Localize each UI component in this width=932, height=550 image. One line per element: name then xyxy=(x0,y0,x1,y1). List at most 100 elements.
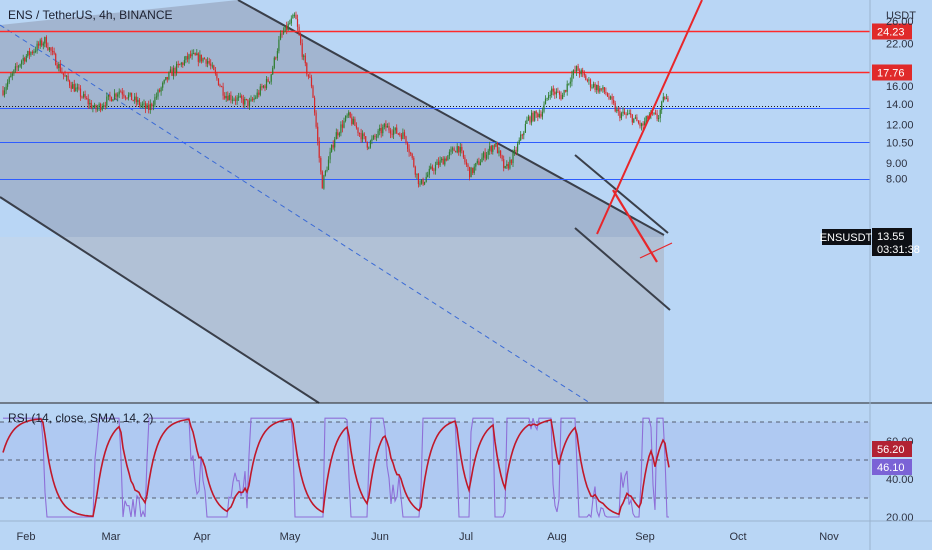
candle-body xyxy=(562,94,564,100)
candle-body xyxy=(193,53,195,55)
candle-body xyxy=(540,113,542,117)
candle-body xyxy=(210,63,212,66)
candle-body xyxy=(631,114,633,123)
candle-body xyxy=(36,43,38,51)
candle-body xyxy=(129,92,131,95)
candle-body xyxy=(301,43,303,57)
price-axis[interactable]: 26.0022.0016.0014.0012.0010.509.008.0060… xyxy=(886,16,914,524)
candle-body xyxy=(374,135,376,137)
wedge-resistance-line xyxy=(612,189,658,263)
candle-body xyxy=(89,102,91,105)
candle-body xyxy=(414,166,416,175)
candle-body xyxy=(369,140,371,148)
candle-body xyxy=(247,99,249,106)
candle-body xyxy=(35,50,37,52)
time-tick-label: Oct xyxy=(729,531,746,543)
candle-body xyxy=(603,87,605,92)
candle-body xyxy=(245,99,247,100)
candle-body xyxy=(321,171,323,189)
candle-body xyxy=(500,150,502,156)
candle-body xyxy=(191,53,193,57)
candle-body xyxy=(531,112,533,123)
candle-body xyxy=(253,98,255,100)
candle-body xyxy=(509,159,511,169)
rsi-label: RSI (14, close, SMA, 14, 2) xyxy=(8,411,153,425)
candle-body xyxy=(410,152,412,155)
candle-body xyxy=(24,58,26,62)
candle-body xyxy=(11,73,13,76)
trend-lines[interactable] xyxy=(596,0,703,263)
candle-body xyxy=(451,148,454,150)
candle-body xyxy=(557,91,559,93)
candle-body xyxy=(103,105,105,107)
candle-body xyxy=(445,158,447,161)
candle-body xyxy=(265,79,268,89)
candle-body xyxy=(73,84,75,92)
candle-body xyxy=(234,99,237,101)
candle-body xyxy=(504,166,506,169)
candle-body xyxy=(338,133,340,136)
candle-body xyxy=(541,111,543,117)
candle-body xyxy=(450,149,452,152)
candle-body xyxy=(13,69,15,74)
candle-body xyxy=(462,150,464,158)
candle-body xyxy=(76,87,78,89)
last-price-value: 13.55 xyxy=(877,231,905,243)
candle-body xyxy=(110,97,113,102)
candle-body xyxy=(217,78,220,86)
drawing-tools[interactable] xyxy=(0,0,671,404)
candle-body xyxy=(365,136,367,142)
candle-body xyxy=(589,79,592,88)
candle-body xyxy=(3,90,6,95)
candle-body xyxy=(171,69,173,76)
candle-body xyxy=(548,95,550,98)
candle-body xyxy=(438,161,440,166)
candle-body xyxy=(647,116,649,120)
candle-body xyxy=(44,37,46,44)
candle-body xyxy=(202,58,204,62)
candle-body xyxy=(512,152,514,164)
candle-body xyxy=(233,99,235,101)
candle-body xyxy=(169,69,171,73)
candle-body xyxy=(348,112,350,116)
candle-body xyxy=(135,96,137,103)
candle-body xyxy=(372,135,375,139)
candle-body xyxy=(255,97,257,99)
candle-body xyxy=(145,103,147,109)
candle-body xyxy=(248,100,251,106)
candle-body xyxy=(267,79,269,82)
candle-body xyxy=(582,70,584,73)
time-tick-label: Aug xyxy=(547,531,567,543)
candle-body xyxy=(433,169,435,171)
candle-body xyxy=(427,174,429,177)
candle-body xyxy=(355,125,357,128)
candle-body xyxy=(174,68,176,73)
price-tick-label: 10.50 xyxy=(886,137,914,149)
candle-body xyxy=(371,138,373,141)
candle-body xyxy=(39,40,41,46)
time-tick-label: Sep xyxy=(635,531,655,543)
candle-body xyxy=(275,57,277,59)
candle-body xyxy=(264,85,266,89)
price-tick-label: 22.00 xyxy=(886,38,914,50)
candle-body xyxy=(448,151,450,156)
time-axis[interactable]: Feb Mar Apr May Jun Jul Aug Sep Oct Nov xyxy=(17,531,840,543)
candle-body xyxy=(269,81,271,83)
candle-body xyxy=(185,56,187,60)
candle-body xyxy=(151,103,153,107)
candle-body xyxy=(628,113,630,115)
candle-body xyxy=(569,81,571,84)
candle-body xyxy=(52,50,54,52)
price-level-tag-text: 17.76 xyxy=(877,68,905,80)
wedge-lower-line xyxy=(574,227,671,311)
candle-body xyxy=(304,55,306,64)
candle-body xyxy=(120,91,122,93)
candle-body xyxy=(441,158,443,161)
candle-body xyxy=(489,146,491,151)
candle-body xyxy=(64,75,66,77)
candle-body xyxy=(417,173,419,185)
candle-body xyxy=(572,70,574,76)
candle-body xyxy=(351,117,353,125)
candle-body xyxy=(419,183,421,185)
